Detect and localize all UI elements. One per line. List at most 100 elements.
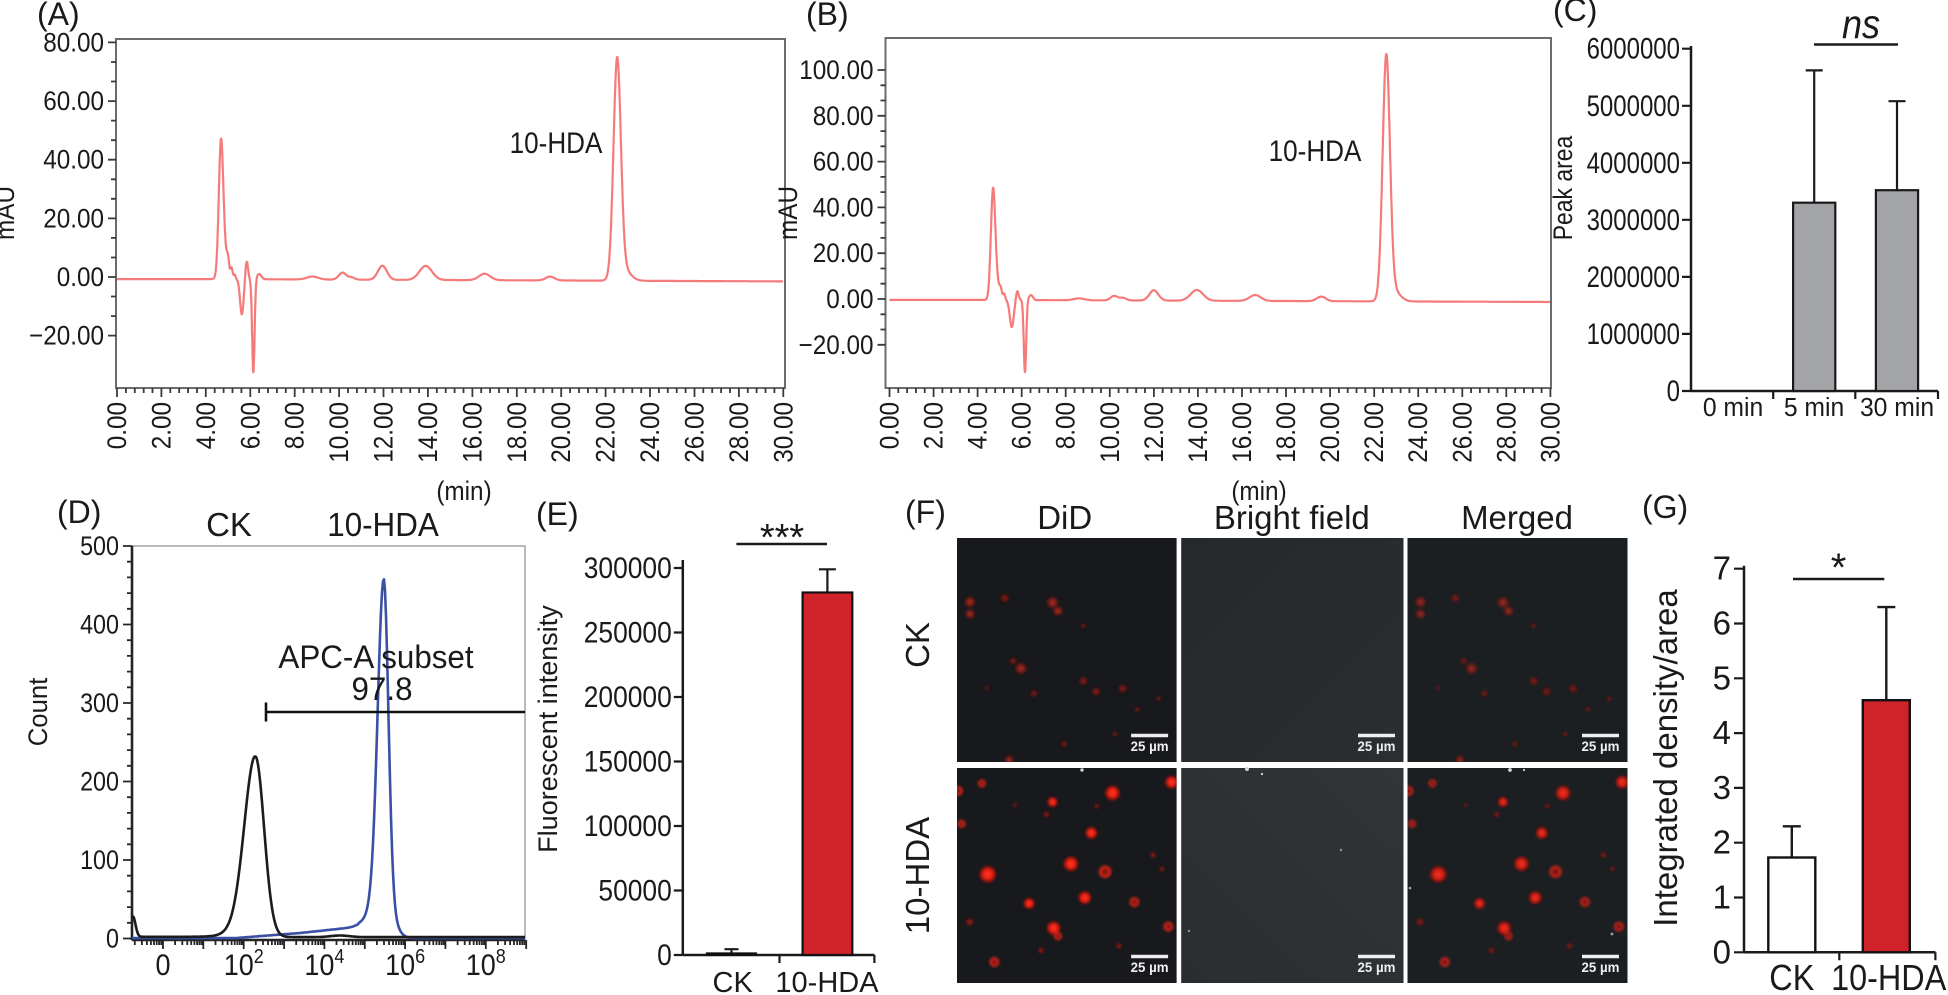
svg-text:16.00: 16.00 [1228,402,1257,463]
svg-text:4.00: 4.00 [963,402,992,449]
svg-text:(D): (D) [57,494,101,530]
svg-text:0.00: 0.00 [103,402,132,449]
svg-text:28.00: 28.00 [725,402,754,463]
svg-text:4: 4 [1713,714,1731,751]
svg-text:0.00: 0.00 [875,402,904,449]
svg-text:4.00: 4.00 [192,402,221,449]
svg-text:2000000: 2000000 [1587,259,1680,293]
svg-text:20.00: 20.00 [547,402,576,463]
svg-text:1: 1 [1713,879,1731,916]
svg-text:300000: 300000 [584,550,672,584]
svg-text:(min): (min) [1231,477,1286,506]
svg-text:0: 0 [1667,373,1680,407]
svg-text:25 µm: 25 µm [1131,739,1169,754]
svg-text:14.00: 14.00 [1184,402,1213,463]
svg-text:300: 300 [80,689,119,719]
svg-text:12.00: 12.00 [369,402,398,463]
svg-text:60.00: 60.00 [43,87,104,116]
svg-text:−20.00: −20.00 [29,322,104,351]
svg-text:6: 6 [1713,605,1731,642]
svg-text:10-HDA: 10-HDA [510,126,603,159]
svg-text:25 µm: 25 µm [1358,960,1396,975]
svg-text:10-HDA: 10-HDA [1269,134,1362,167]
svg-text:2.00: 2.00 [919,402,948,449]
svg-text:200000: 200000 [584,679,672,713]
svg-text:1000000: 1000000 [1587,316,1680,350]
svg-text:400: 400 [80,610,119,640]
svg-text:APC-A subset: APC-A subset [278,639,473,675]
svg-text:26.00: 26.00 [1448,402,1477,463]
svg-text:*: * [1831,546,1847,590]
svg-text:0 min: 0 min [1703,393,1763,422]
svg-text:(B): (B) [806,0,849,32]
svg-text:100000: 100000 [584,808,672,842]
svg-text:250000: 250000 [584,615,672,649]
svg-text:25 µm: 25 µm [1582,739,1620,754]
svg-text:60.00: 60.00 [813,147,874,176]
svg-text:0: 0 [106,924,119,954]
svg-text:18.00: 18.00 [1272,402,1301,463]
svg-text:Integrated density/area: Integrated density/area [1647,589,1684,927]
svg-text:0: 0 [1713,933,1731,970]
svg-text:80.00: 80.00 [813,102,874,131]
svg-text:97.8: 97.8 [351,671,412,707]
svg-text:10-HDA: 10-HDA [1831,958,1946,995]
svg-text:CK: CK [1769,958,1814,995]
svg-text:0: 0 [155,949,170,983]
svg-text:mAU: mAU [774,186,803,240]
svg-text:2: 2 [1713,824,1731,861]
svg-text:25 µm: 25 µm [1582,960,1620,975]
svg-text:(E): (E) [536,496,579,532]
svg-text:500: 500 [80,532,119,562]
svg-text:(F): (F) [905,494,946,530]
svg-text:26.00: 26.00 [680,402,709,463]
svg-text:40.00: 40.00 [43,146,104,175]
svg-text:50000: 50000 [598,873,671,907]
svg-text:Peak area: Peak area [1548,136,1578,241]
svg-text:25 µm: 25 µm [1131,960,1169,975]
svg-text:80.00: 80.00 [43,28,104,57]
svg-text:Fluorescent intensity: Fluorescent intensity [533,605,563,853]
svg-text:10.00: 10.00 [325,402,354,463]
svg-text:10-HDA: 10-HDA [899,817,936,934]
svg-text:40.00: 40.00 [813,193,874,222]
svg-text:18.00: 18.00 [503,402,532,463]
svg-text:25 µm: 25 µm [1358,739,1396,754]
svg-text:Merged: Merged [1461,499,1573,536]
svg-text:200: 200 [80,767,119,797]
svg-text:24.00: 24.00 [1404,402,1433,463]
svg-text:6000000: 6000000 [1587,31,1680,65]
svg-text:100.00: 100.00 [799,56,873,85]
svg-text:0.00: 0.00 [826,285,873,314]
svg-text:20.00: 20.00 [43,204,104,233]
svg-text:7: 7 [1713,550,1731,587]
svg-text:30.00: 30.00 [1536,402,1565,463]
svg-text:5000000: 5000000 [1587,88,1680,122]
svg-text:CK: CK [206,506,252,543]
svg-text:ns: ns [1842,2,1880,48]
svg-text:8.00: 8.00 [281,402,310,449]
svg-text:DiD: DiD [1037,499,1092,536]
svg-text:100: 100 [80,846,119,876]
svg-text:−20.00: −20.00 [799,331,874,360]
svg-text:8.00: 8.00 [1052,402,1081,449]
svg-text:24.00: 24.00 [636,402,665,463]
svg-text:mAU: mAU [0,186,20,240]
svg-text:3000000: 3000000 [1587,202,1680,236]
svg-text:6.00: 6.00 [236,402,265,449]
svg-text:20.00: 20.00 [813,239,874,268]
svg-text:16.00: 16.00 [458,402,487,463]
svg-text:Count: Count [22,677,53,746]
svg-text:5: 5 [1713,659,1731,696]
svg-text:4000000: 4000000 [1587,145,1680,179]
svg-text:(G): (G) [1642,489,1688,525]
svg-text:14.00: 14.00 [414,402,443,463]
svg-text:CK: CK [899,622,936,668]
svg-text:20.00: 20.00 [1316,402,1345,463]
svg-text:10-HDA: 10-HDA [775,967,879,995]
svg-text:10.00: 10.00 [1096,402,1125,463]
svg-text:3: 3 [1713,769,1731,806]
svg-text:Bright field: Bright field [1214,499,1370,536]
svg-text:2.00: 2.00 [147,402,176,449]
svg-text:(A): (A) [37,0,80,32]
